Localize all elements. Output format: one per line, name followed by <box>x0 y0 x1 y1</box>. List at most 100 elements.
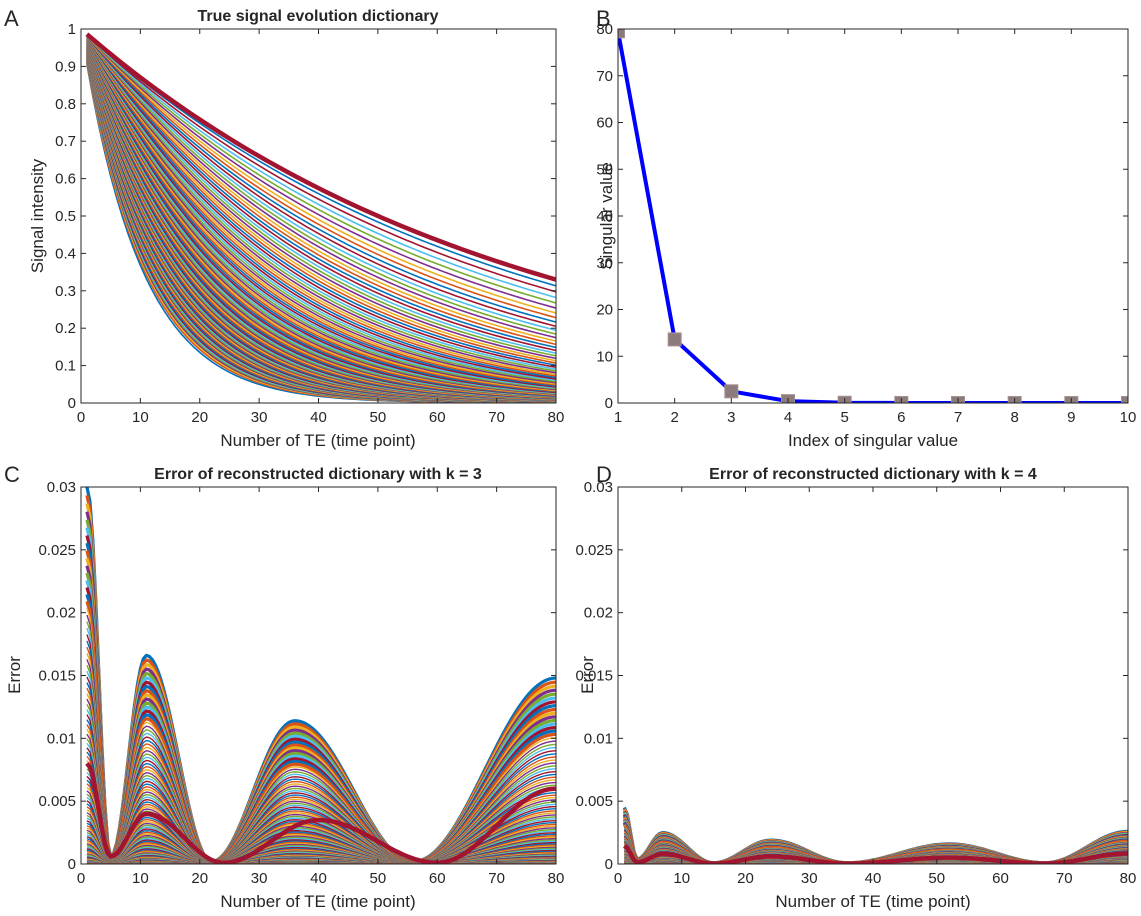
panel-d-curve <box>622 809 1128 864</box>
panel-d-curve <box>622 808 1128 864</box>
panel-a-xtick-label: 30 <box>251 409 268 426</box>
panel-c-curves <box>85 487 556 864</box>
panel-b-series-line <box>618 30 1128 403</box>
panel-a-curve <box>86 40 556 379</box>
panel-c-curve <box>86 676 556 864</box>
panel-c-curve <box>86 607 556 863</box>
panel-a-curve <box>86 44 556 392</box>
panel-c-ylabel: Error <box>5 656 24 694</box>
panel-d-curve <box>622 812 1128 864</box>
panel-c-curve <box>86 653 556 864</box>
panel-d-xtick-label: 10 <box>673 870 690 887</box>
panel-b-xtick-label: 7 <box>954 409 962 426</box>
panel-b-marker <box>724 384 739 399</box>
panel-c-ytick-label: 0.025 <box>38 542 76 559</box>
panel-b-ytick-label: 10 <box>596 348 613 365</box>
panel-c-xlabel: Number of TE (time point) <box>220 892 415 911</box>
panel-d-xtick-label: 70 <box>1056 870 1073 887</box>
panel-a-ytick-label: 0.7 <box>55 133 76 150</box>
panel-c-ytick-label: 0.01 <box>47 730 76 747</box>
panel-c-curve <box>86 698 556 864</box>
panel-b-xtick-label: 1 <box>614 409 622 426</box>
panel-a-curve <box>86 35 556 328</box>
panel-d-ytick-label: 0.03 <box>584 479 613 496</box>
panel-b-ytick-label: 60 <box>596 115 613 132</box>
panel-c-ytick-label: 0.015 <box>38 668 76 685</box>
panel-c-xtick-label: 20 <box>191 870 208 887</box>
panel-a-xtick-label: 0 <box>77 409 85 426</box>
panel-c-curve <box>86 682 556 864</box>
panel-a-xtick-label: 10 <box>132 409 149 426</box>
panel-a-curve <box>86 43 556 388</box>
panel-d-xtick-label: 30 <box>801 870 818 887</box>
panel-a-curve <box>86 34 556 309</box>
panel-c-ytick-label: 0 <box>68 856 76 873</box>
panel-b-ylabel: Singular value <box>597 162 616 270</box>
panel-a-curve <box>86 37 556 346</box>
panel-c-xtick-label: 10 <box>132 870 149 887</box>
panel-c-xtick-label: 0 <box>77 870 85 887</box>
panel-letter-b: B <box>596 6 611 31</box>
panel-d-xtick-label: 40 <box>865 870 882 887</box>
panel-b-xtick-label: 8 <box>1010 409 1018 426</box>
panel-a-curve <box>86 33 556 287</box>
panel-a-curve <box>86 43 556 390</box>
panel-c-curve <box>86 646 556 864</box>
panel-b-axes-box <box>617 28 1129 404</box>
panel-a-curve <box>86 45 556 394</box>
panel-d-xtick-label: 20 <box>737 870 754 887</box>
panel-c-curve <box>86 703 556 864</box>
panel-c-curve <box>86 614 556 864</box>
panel-c-curve <box>86 751 556 864</box>
panel-a-curve <box>86 40 556 374</box>
panel-a-curve <box>86 43 556 389</box>
panel-b-marker <box>618 29 625 39</box>
panel-a-curve <box>86 40 556 376</box>
panel-a-xtick-label: 60 <box>429 409 446 426</box>
panel-a-curve <box>86 35 556 314</box>
panel-a-curve <box>86 38 556 357</box>
panel-b-ytick-label: 50 <box>596 161 613 178</box>
panel-a-ylabel: Signal intensity <box>28 158 47 273</box>
panel-a-xtick-label: 80 <box>548 409 565 426</box>
panel-b-series <box>618 29 1128 403</box>
panel-a-ytick-label: 0.8 <box>55 96 76 113</box>
panel-a-curve <box>86 37 556 355</box>
panel-d-xtick-label: 0 <box>614 870 622 887</box>
panel-b-xtick-label: 6 <box>897 409 905 426</box>
panel-letter-a: A <box>4 6 19 31</box>
panel-a-curve <box>86 36 556 332</box>
panel-a-curve <box>86 41 556 383</box>
panel-b-ytick-label: 80 <box>596 21 613 38</box>
panel-c-curve <box>85 600 556 864</box>
panel-d-xlabel: Number of TE (time point) <box>775 892 970 911</box>
panel-c-curve <box>86 724 556 864</box>
panel-b-xlabel: Index of singular value <box>788 431 958 450</box>
panel-c-xtick-label: 30 <box>251 870 268 887</box>
panel-a-ytick-label: 0.1 <box>55 358 76 375</box>
panel-c-highlight-curve <box>85 762 556 864</box>
panel-c-ytick-label: 0.005 <box>38 793 76 810</box>
panel-d-curve <box>622 810 1128 864</box>
panel-b-xtick-label: 3 <box>727 409 735 426</box>
panel-c-xtick-label: 70 <box>488 870 505 887</box>
panel-a-curve <box>86 46 556 396</box>
panel-d-axes-box <box>617 486 1129 865</box>
panel-a-curve <box>86 38 556 362</box>
panel-a-curve <box>86 35 556 323</box>
panel-a-ytick-label: 0.9 <box>55 58 76 75</box>
panel-a-curve <box>86 41 556 380</box>
panel-a-curve <box>86 38 556 360</box>
panel-b-ticks: 1 2 3 4 5 6 7 8 9 10 0 10 20 30 40 50 60 70 80 <box>596 21 1136 426</box>
panel-a-xlabel: Number of TE (time point) <box>220 431 415 450</box>
panel-a-curve <box>86 36 556 339</box>
panel-a-curve <box>86 35 556 319</box>
panel-a-curve <box>86 45 556 394</box>
panel-a: A True signal evolution dictionary 0 10 20… <box>4 6 564 450</box>
panel-a-curve <box>86 42 556 387</box>
panel-c-title: Error of reconstructed dictionary with k… <box>154 466 482 483</box>
panel-c-curve <box>86 627 556 864</box>
panel-c-curve <box>86 634 556 864</box>
panel-b-xtick-label: 5 <box>840 409 848 426</box>
panel-a-ytick-label: 0.6 <box>55 171 76 188</box>
